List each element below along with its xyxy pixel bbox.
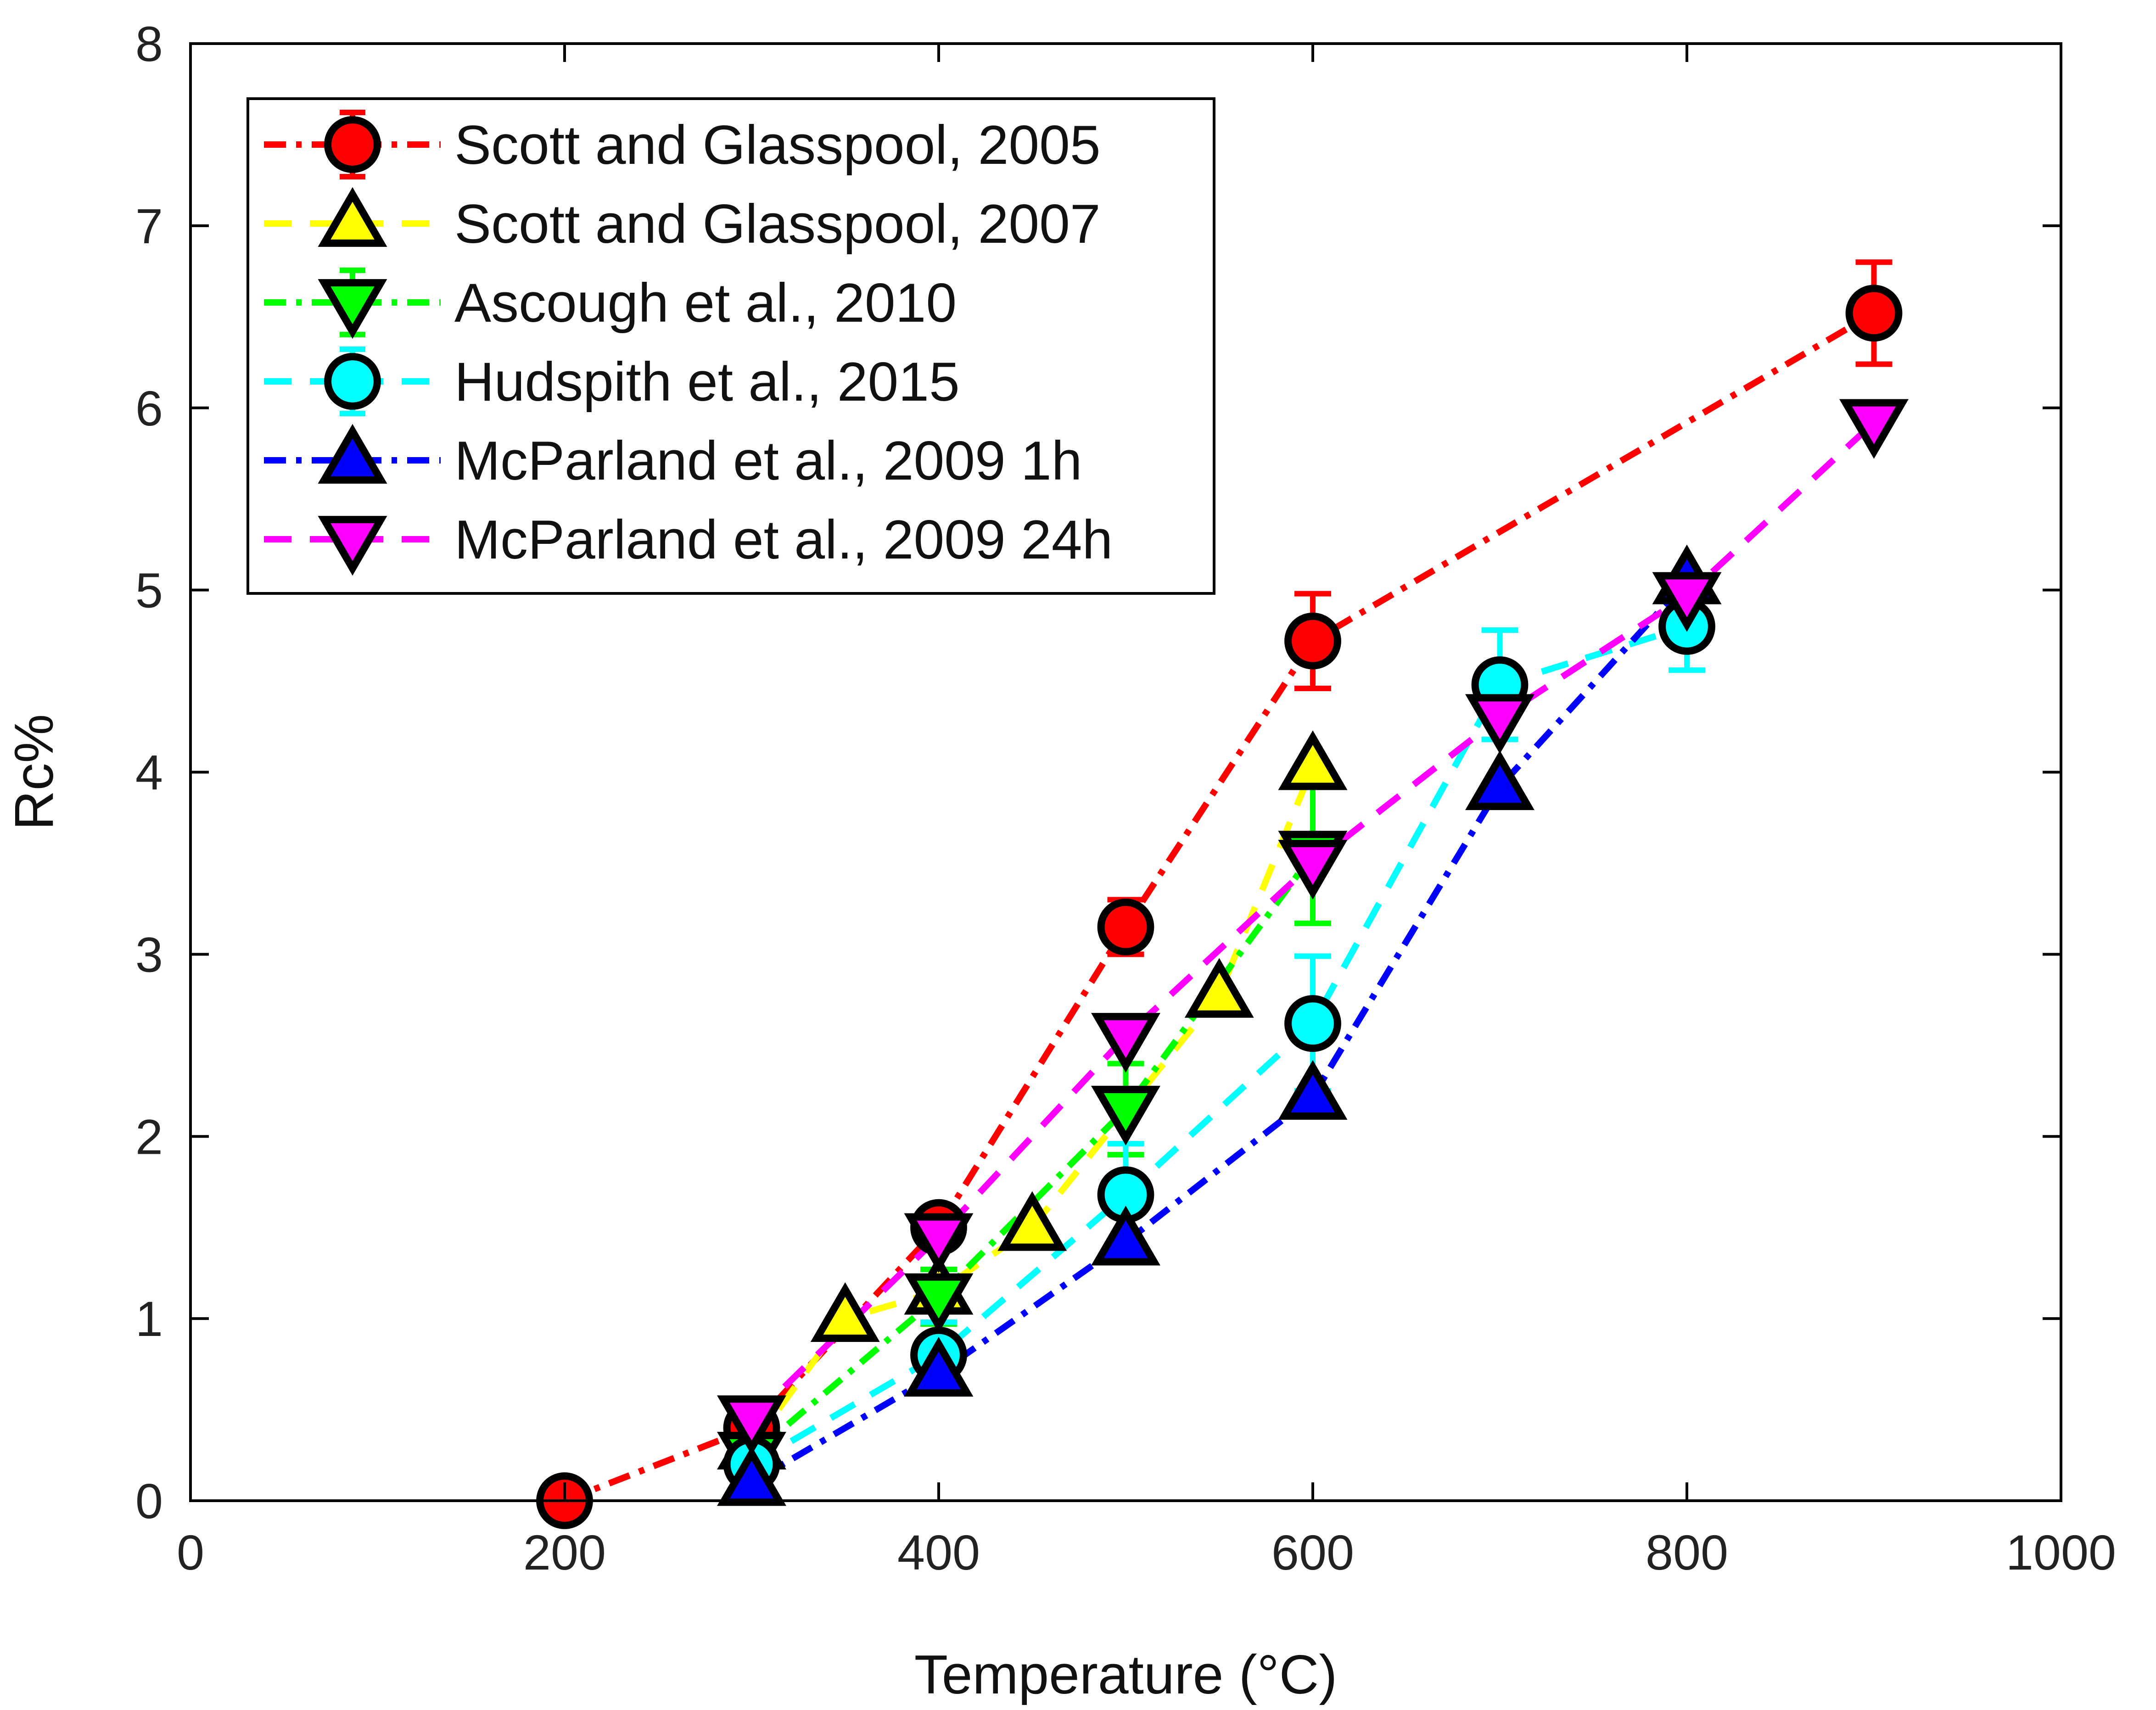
legend-item-mcparland-et-al-2009-1h: McParland et al., 2009 1h — [264, 424, 1082, 492]
legend-label-ascough-et-al-2010: Ascough et al., 2010 — [454, 272, 957, 334]
y-axis-title: Rc% — [3, 714, 65, 830]
legend-label-hudspith-et-al-2015: Hudspith et al., 2015 — [454, 351, 960, 413]
marker-mcparland-et-al-2009-1h-600 — [1278, 1060, 1348, 1120]
legend-marker-scott-and-glasspool-2005 — [324, 116, 381, 173]
marker-ascough-et-al-2010-400 — [904, 1273, 974, 1333]
marker-mcparland-et-al-2009-1h-400 — [904, 1336, 974, 1397]
legend-marker-hudspith-et-al-2015 — [324, 353, 381, 410]
y-tick-label-7: 7 — [135, 198, 163, 254]
x-tick-label-1000: 1000 — [2006, 1525, 2116, 1580]
legend-marker-ascough-et-al-2010 — [318, 279, 387, 339]
x-tick-label-800: 800 — [1646, 1525, 1728, 1580]
legend-item-scott-and-glasspool-2005: Scott and Glasspool, 2005 — [264, 110, 1101, 179]
legend-label-mcparland-et-al-2009-24h: McParland et al., 2009 24h — [454, 509, 1113, 570]
marker-mcparland-et-al-2009-24h-900 — [1839, 399, 1909, 459]
y-tick-label-5: 5 — [135, 563, 163, 618]
legend-label-scott-and-glasspool-2005: Scott and Glasspool, 2005 — [454, 114, 1101, 176]
marker-ascough-et-al-2010-500 — [1091, 1085, 1160, 1146]
y-tick-label-1: 1 — [135, 1291, 163, 1347]
legend-item-hudspith-et-al-2015: Hudspith et al., 2015 — [264, 346, 960, 416]
marker-mcparland-et-al-2009-24h-800 — [1652, 572, 1722, 632]
marker-scott-and-glasspool-2005-600 — [1284, 612, 1341, 670]
marker-mcparland-et-al-2009-1h-500 — [1091, 1206, 1160, 1266]
legend-item-mcparland-et-al-2009-24h: McParland et al., 2009 24h — [264, 509, 1113, 576]
legend-label-scott-and-glasspool-2007: Scott and Glasspool, 2007 — [454, 193, 1101, 255]
y-tick-label-0: 0 — [135, 1473, 163, 1529]
legend-box — [246, 97, 1215, 595]
x-tick-label-200: 200 — [523, 1525, 606, 1580]
legend-item-ascough-et-al-2010: Ascough et al., 2010 — [264, 268, 957, 339]
legend-marker-mcparland-et-al-2009-1h — [318, 424, 387, 484]
marker-mcparland-et-al-2009-24h-700 — [1465, 694, 1534, 754]
marker-scott-and-glasspool-2007-450 — [997, 1191, 1067, 1251]
y-tick-label-6: 6 — [135, 380, 163, 436]
marker-scott-and-glasspool-2007-550 — [1184, 958, 1254, 1018]
marker-mcparland-et-al-2009-24h-400 — [904, 1213, 974, 1273]
marker-mcparland-et-al-2009-24h-600 — [1278, 840, 1348, 900]
legend-item-scott-and-glasspool-2007: Scott and Glasspool, 2007 — [264, 187, 1101, 255]
x-tick-label-600: 600 — [1271, 1525, 1354, 1580]
y-tick-label-8: 8 — [135, 16, 163, 72]
marker-scott-and-glasspool-2007-350 — [810, 1282, 880, 1342]
legend-marker-scott-and-glasspool-2007 — [318, 187, 387, 247]
legend-label-mcparland-et-al-2009-1h: McParland et al., 2009 1h — [454, 430, 1082, 492]
y-tick-label-3: 3 — [135, 927, 163, 982]
y-tick-label-2: 2 — [135, 1109, 163, 1164]
legend-marker-mcparland-et-al-2009-24h — [318, 516, 387, 576]
marker-hudspith-et-al-2015-600 — [1284, 995, 1341, 1052]
y-tick-label-4: 4 — [135, 745, 163, 800]
marker-scott-and-glasspool-2007-600 — [1278, 730, 1348, 790]
x-tick-label-0: 0 — [177, 1525, 204, 1580]
series-line-scott-and-glasspool-2007 — [749, 765, 1316, 1448]
x-axis-title: Temperature (°C) — [914, 1644, 1338, 1705]
marker-scott-and-glasspool-2005-900 — [1845, 285, 1903, 342]
marker-mcparland-et-al-2009-1h-300 — [717, 1446, 786, 1506]
marker-mcparland-et-al-2009-1h-700 — [1465, 750, 1534, 810]
marker-mcparland-et-al-2009-24h-300 — [717, 1395, 786, 1455]
x-tick-label-400: 400 — [897, 1525, 980, 1580]
marker-scott-and-glasspool-2005-500 — [1097, 898, 1154, 956]
marker-mcparland-et-al-2009-24h-500 — [1091, 1013, 1160, 1073]
